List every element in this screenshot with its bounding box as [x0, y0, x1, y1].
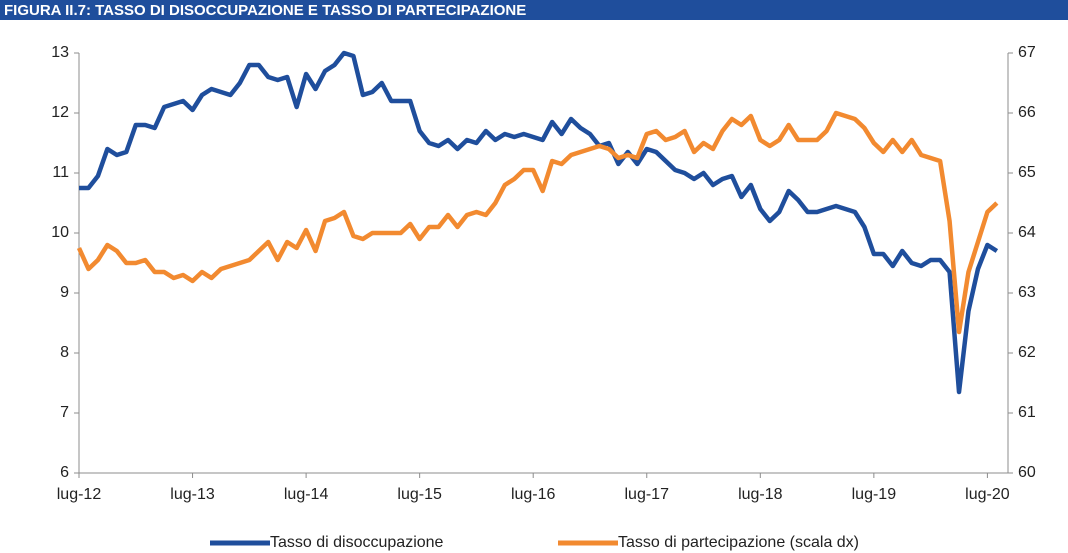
y2-tick-label: 60	[1018, 464, 1036, 481]
x-tick-label: lug-20	[965, 486, 1010, 503]
x-tick-label: lug-15	[397, 486, 442, 503]
x-tick-label: lug-14	[284, 486, 329, 503]
y-tick-label: 6	[60, 464, 69, 481]
y2-tick-label: 63	[1018, 284, 1036, 301]
legend-label: Tasso di disoccupazione	[270, 534, 444, 551]
y2-tick-label: 62	[1018, 344, 1036, 361]
y-tick-label: 7	[60, 404, 69, 421]
y2-tick-label: 67	[1018, 44, 1036, 61]
x-tick-label: lug-16	[511, 486, 556, 503]
chart-title: FIGURA II.7: TASSO DI DISOCCUPAZIONE E T…	[4, 2, 526, 19]
y-tick-label: 11	[52, 164, 69, 181]
x-tick-label: lug-13	[170, 486, 215, 503]
x-tick-label: lug-19	[852, 486, 897, 503]
series-line	[79, 50, 999, 395]
legend-label: Tasso di partecipazione (scala dx)	[618, 534, 859, 551]
y-tick-label: 13	[51, 44, 69, 61]
y2-tick-label: 66	[1018, 104, 1036, 121]
y-tick-label: 9	[60, 284, 69, 301]
x-tick-label: lug-17	[625, 486, 670, 503]
y-tick-label: 12	[51, 104, 69, 121]
series-line	[76, 110, 999, 335]
y-tick-label: 8	[60, 344, 69, 361]
title-bar	[0, 0, 1068, 20]
y2-tick-label: 65	[1018, 164, 1036, 181]
x-tick-label: lug-18	[738, 486, 783, 503]
y2-tick-label: 64	[1018, 224, 1036, 241]
y-tick-label: 10	[51, 224, 69, 241]
y2-tick-label: 61	[1018, 404, 1036, 421]
x-tick-label: lug-12	[57, 486, 102, 503]
